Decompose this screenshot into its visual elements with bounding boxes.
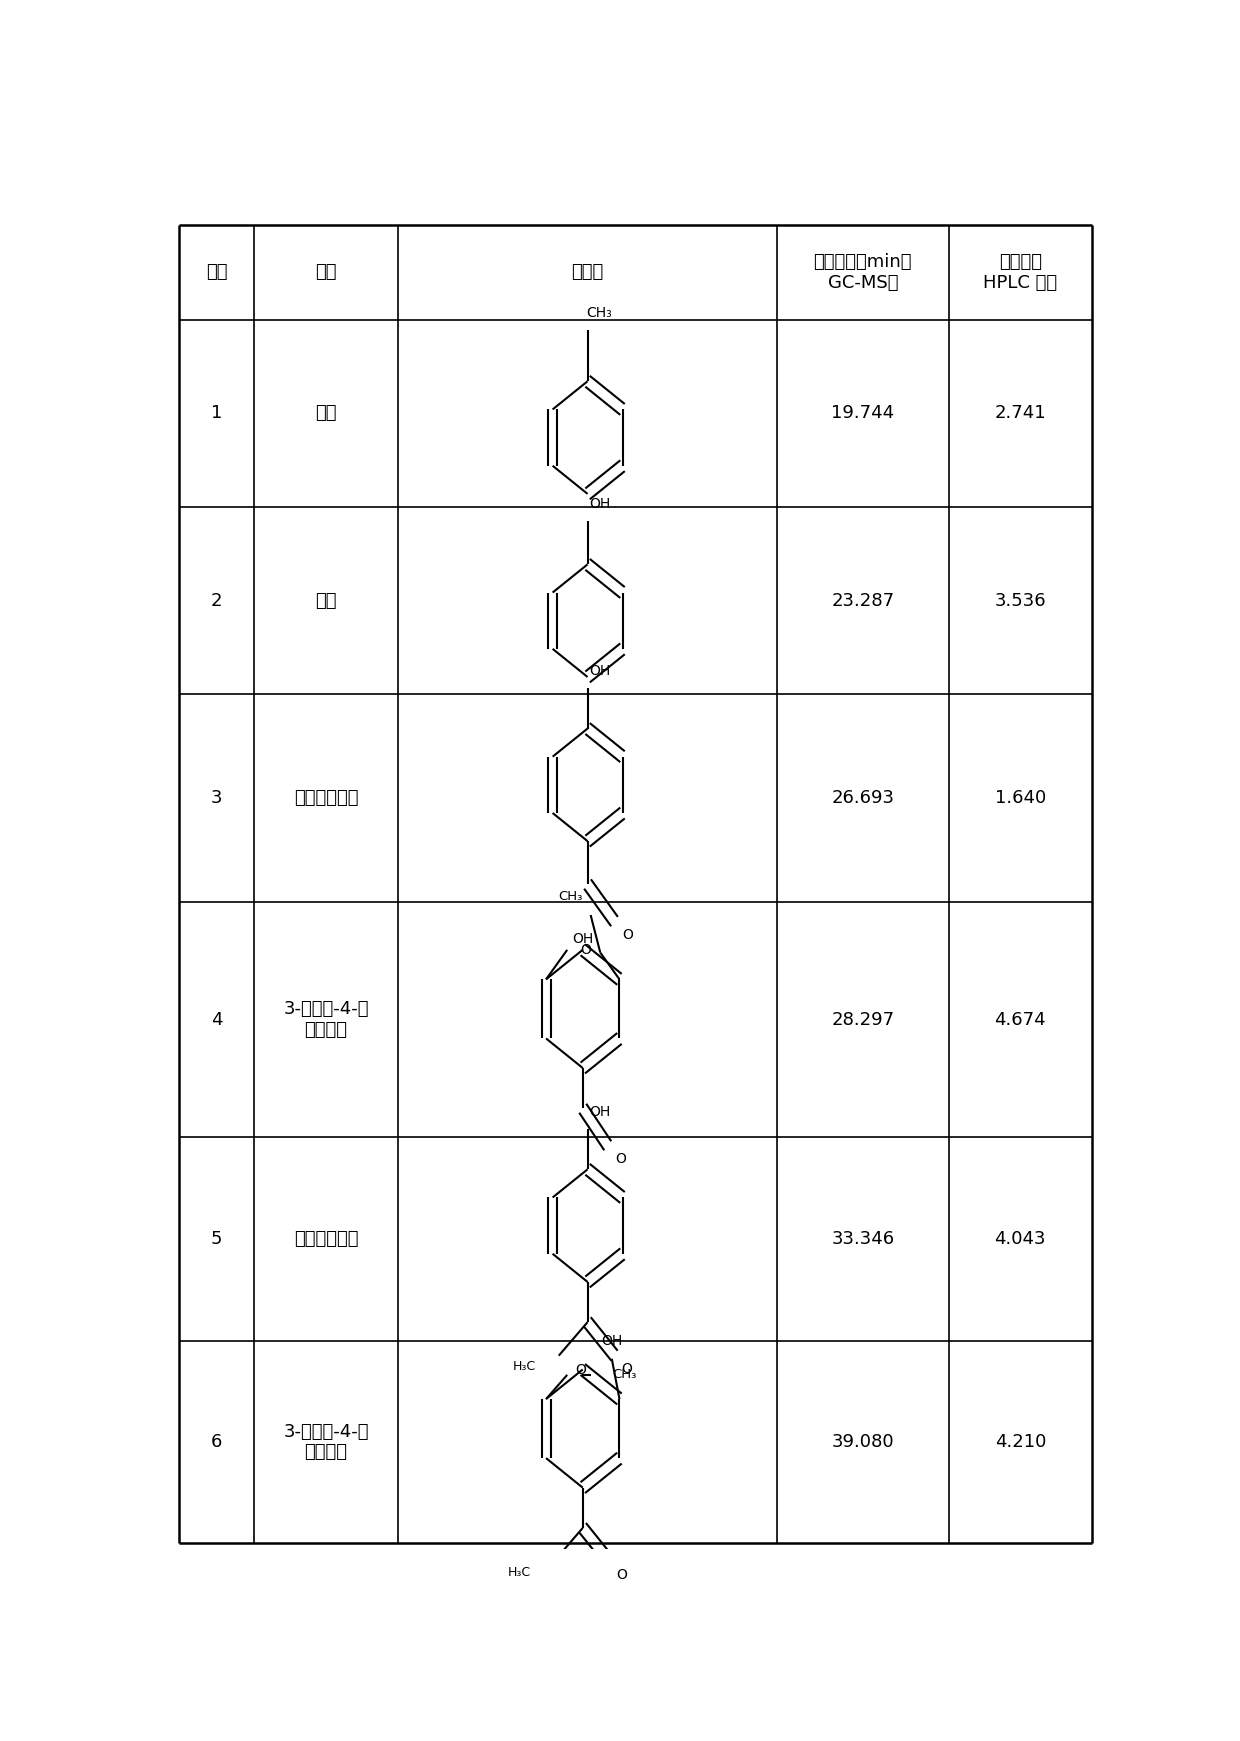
Text: OH: OH	[589, 663, 610, 677]
Text: O: O	[616, 1569, 627, 1583]
Text: 2.741: 2.741	[994, 404, 1047, 423]
Text: 序号: 序号	[206, 263, 227, 282]
Text: 名称: 名称	[315, 263, 337, 282]
Text: 对羟基苯乙酮: 对羟基苯乙酮	[294, 1231, 358, 1248]
Text: 1.640: 1.640	[994, 789, 1045, 808]
Text: 26.693: 26.693	[831, 789, 894, 808]
Text: CH₃: CH₃	[613, 1368, 637, 1381]
Text: O: O	[615, 1153, 626, 1166]
Text: O: O	[580, 944, 590, 958]
Text: H₃C: H₃C	[507, 1565, 531, 1579]
Text: 5: 5	[211, 1231, 222, 1248]
Text: 保留时间（min，
GC-MS）: 保留时间（min， GC-MS）	[813, 252, 913, 292]
Text: 2: 2	[211, 592, 222, 609]
Text: CH₃: CH₃	[587, 306, 613, 320]
Text: 19.744: 19.744	[831, 404, 894, 423]
Text: O: O	[622, 928, 634, 942]
Text: H₃C: H₃C	[512, 1360, 536, 1374]
Text: 28.297: 28.297	[831, 1010, 894, 1029]
Text: 39.080: 39.080	[832, 1433, 894, 1450]
Text: 对羟基苯甲醛: 对羟基苯甲醛	[294, 789, 358, 808]
Text: 4: 4	[211, 1010, 222, 1029]
Text: 4.674: 4.674	[994, 1010, 1047, 1029]
Text: 苯酚: 苯酚	[315, 592, 337, 609]
Text: 4.210: 4.210	[994, 1433, 1047, 1450]
Text: 6: 6	[211, 1433, 222, 1450]
Text: OH: OH	[572, 931, 593, 945]
Text: 23.287: 23.287	[831, 592, 894, 609]
Text: OH: OH	[589, 1106, 610, 1119]
Text: 4.043: 4.043	[994, 1231, 1047, 1248]
Text: OH: OH	[589, 496, 610, 512]
Text: O: O	[575, 1363, 585, 1377]
Text: 收率（以
HPLC 算）: 收率（以 HPLC 算）	[983, 252, 1058, 292]
Text: O: O	[621, 1361, 632, 1375]
Text: 3: 3	[211, 789, 222, 808]
Text: OH: OH	[601, 1334, 622, 1348]
Text: 3-甲氧基-4-羟
基苯甲醛: 3-甲氧基-4-羟 基苯甲醛	[283, 1001, 368, 1039]
Text: CH₃: CH₃	[558, 890, 583, 904]
Text: 33.346: 33.346	[831, 1231, 894, 1248]
Text: 1: 1	[211, 404, 222, 423]
Text: 3-甲氧基-4-羟
基苯乙酮: 3-甲氧基-4-羟 基苯乙酮	[283, 1422, 368, 1461]
Text: 甲苯: 甲苯	[315, 404, 337, 423]
Text: 3.536: 3.536	[994, 592, 1047, 609]
Text: 结构式: 结构式	[572, 263, 604, 282]
